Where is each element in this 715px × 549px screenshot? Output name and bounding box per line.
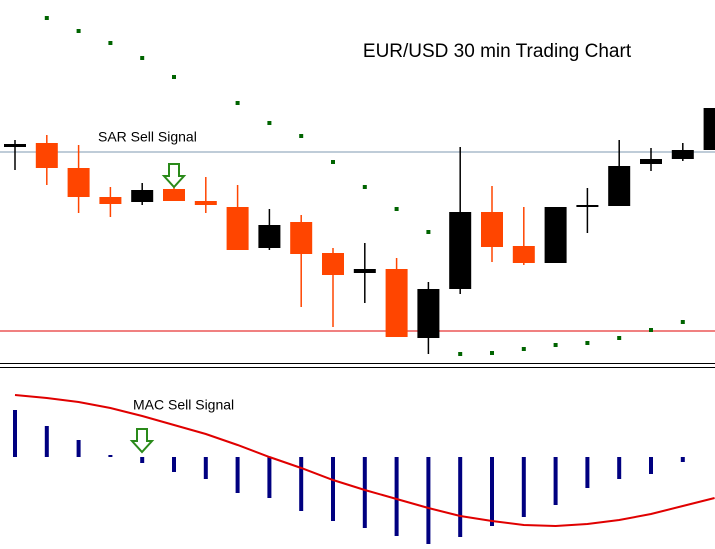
- candle-body: [703, 108, 715, 150]
- candle-body: [512, 246, 535, 263]
- annotation: MAC Sell Signal: [133, 397, 234, 413]
- candle-body: [258, 225, 281, 248]
- candle-body: [576, 205, 599, 207]
- histogram-bar: [649, 457, 653, 474]
- sar-dot: [76, 29, 81, 33]
- candle-body: [544, 207, 567, 263]
- sar-dot: [490, 351, 494, 355]
- sar-dot: [331, 160, 335, 164]
- histogram-bar: [394, 457, 399, 536]
- histogram-bar: [617, 457, 622, 479]
- sar-dot: [362, 185, 367, 189]
- chart-title: EUR/USD 30 min Trading Chart: [363, 41, 632, 62]
- sar-dot: [553, 343, 558, 347]
- histogram-bar: [13, 410, 17, 457]
- candle-body: [4, 144, 26, 147]
- histogram-bar: [362, 457, 367, 528]
- histogram-bar: [585, 457, 590, 488]
- histogram-bar: [299, 457, 304, 511]
- candle-body: [99, 197, 122, 204]
- histogram-bar: [426, 457, 431, 544]
- candle-body: [226, 207, 249, 250]
- sar-dot: [585, 341, 590, 345]
- candle-body: [322, 253, 344, 275]
- histogram-bar: [172, 457, 176, 472]
- candle-body: [671, 150, 694, 159]
- histogram-bar: [553, 457, 558, 505]
- candle-body: [353, 269, 376, 273]
- sar-dot: [235, 101, 240, 105]
- candle-body: [290, 222, 313, 254]
- histogram-bar: [458, 457, 463, 537]
- sar-dot: [108, 41, 113, 45]
- histogram-bar: [140, 457, 145, 463]
- candle-body: [194, 201, 217, 205]
- candle-body: [417, 289, 440, 338]
- candle-body: [481, 212, 503, 247]
- sar-dot: [426, 230, 431, 234]
- sar-dot: [172, 75, 176, 79]
- sar-dot: [458, 352, 463, 356]
- histogram-bar: [203, 457, 208, 479]
- histogram-bar: [680, 457, 685, 462]
- sar-dot: [44, 16, 49, 20]
- candle-body: [449, 212, 472, 289]
- sar-dot: [299, 134, 304, 138]
- histogram-bar: [521, 457, 526, 517]
- signal-arrow: [129, 428, 155, 454]
- sar-dot: [267, 121, 272, 125]
- signal-arrow: [161, 163, 187, 189]
- sar-dot: [649, 328, 653, 332]
- histogram-bar: [108, 455, 113, 457]
- signal-line: [14, 394, 715, 528]
- annotation: SAR Sell Signal: [98, 129, 197, 145]
- histogram-bar: [235, 457, 240, 493]
- candle-body: [608, 166, 631, 206]
- candle-body: [35, 143, 58, 168]
- sar-dot: [140, 56, 145, 60]
- sar-dot: [680, 320, 685, 324]
- histogram-bar: [331, 457, 335, 521]
- histogram-bar: [44, 426, 49, 457]
- histogram-bar: [76, 440, 81, 457]
- histogram-bar: [267, 457, 272, 498]
- sar-dot: [394, 207, 399, 211]
- sar-dot: [617, 336, 622, 340]
- candle-body: [163, 189, 185, 201]
- sar-dot: [521, 347, 526, 351]
- candle-body: [131, 190, 154, 202]
- candle-body: [67, 168, 90, 197]
- candle-body: [385, 269, 408, 337]
- histogram-bar: [490, 457, 494, 526]
- price-panel: [0, 16, 715, 356]
- candle-body: [640, 159, 662, 164]
- macd-panel: [13, 394, 715, 544]
